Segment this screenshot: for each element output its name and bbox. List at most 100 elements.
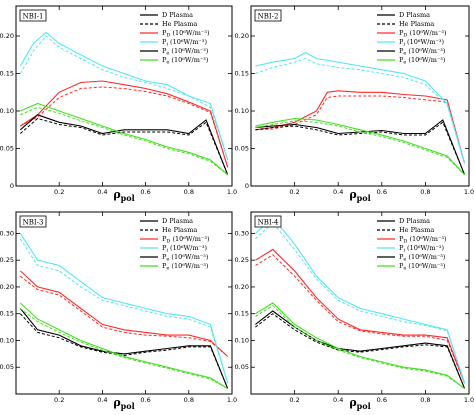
series-line-dashed-4 <box>255 305 465 390</box>
legend-label: Pi (10⁶W/m⁻³) <box>399 244 445 254</box>
y-tick-label: 0.20 <box>235 283 249 291</box>
series-line-dashed-2 <box>19 238 229 384</box>
x-tick-label: 1.0 <box>464 188 474 196</box>
plot-frame <box>250 211 470 395</box>
series-line-solid-4 <box>255 302 465 390</box>
x-tick-label: 0.2 <box>54 396 64 404</box>
y-tick-label: 0.25 <box>235 256 249 264</box>
x-tick-label: 0.6 <box>140 188 150 196</box>
y-tick-label: 0.05 <box>0 145 14 153</box>
series-line-solid-3 <box>255 119 466 176</box>
series-line-solid-1 <box>19 270 229 357</box>
legend-label: Pe (10⁶W/m⁻³) <box>399 47 446 57</box>
y-tick-label: 0.05 <box>235 363 249 371</box>
series-line-solid-1 <box>255 90 466 164</box>
y-tick-label: 0.20 <box>235 32 249 40</box>
y-tick-label: 0.15 <box>235 70 249 78</box>
y-tick-label: 0.05 <box>0 363 14 371</box>
series-line-solid-4 <box>255 117 466 176</box>
x-tick-label: 1.0 <box>464 396 474 404</box>
legend-label: Pe (10⁶W/m⁻³) <box>162 262 209 272</box>
x-tick-label: 0.4 <box>97 188 107 196</box>
x-tick-label: 0.6 <box>140 396 150 404</box>
series-line-dashed-1 <box>255 254 466 384</box>
legend-label: Pe (10⁶W/m⁻³) <box>399 262 446 272</box>
legend-label: D Plasma <box>162 217 193 225</box>
legend-label: He Plasma <box>399 226 434 234</box>
x-axis-label: ρpol <box>113 188 134 203</box>
chart-panel-2: 0.2 0.4 0.6 0.8 1.0 0 0.05 0.10 0.15 0.20 NBI-2 D P… <box>235 5 474 203</box>
legend-label: He Plasma <box>162 20 197 28</box>
x-tick-label: 0.6 <box>377 188 387 196</box>
series-line-dashed-3 <box>255 313 466 389</box>
series-line-dashed-3 <box>255 121 466 175</box>
x-tick-label: 1.0 <box>227 396 237 404</box>
legend-label: D Plasma <box>399 11 430 19</box>
y-tick-label: 0.15 <box>235 310 249 318</box>
legend-label: He Plasma <box>399 20 434 28</box>
chart-panel-4: 0.2 0.4 0.6 0.8 1.0 0.05 0.10 0.15 0.20 0.25 0.30 N… <box>235 211 474 411</box>
legend-box <box>375 216 465 274</box>
legend-label: Pe (10⁶W/m⁻³) <box>162 253 209 263</box>
plot-frame <box>15 211 233 395</box>
y-tick-label: 0.15 <box>0 70 14 78</box>
series-line-solid-3 <box>19 114 229 176</box>
x-axis-label: ρpol <box>349 188 370 203</box>
series-line-dashed-3 <box>19 117 229 175</box>
y-tick-label: 0.30 <box>235 229 249 237</box>
y-tick-label: 0.15 <box>0 310 14 318</box>
x-tick-label: 0.2 <box>289 396 299 404</box>
series-line-dashed-2 <box>255 57 466 164</box>
legend-label: Pi (10⁶W/m⁻³) <box>399 38 445 48</box>
y-tick-label: 0.10 <box>0 336 14 344</box>
series-line-solid-2 <box>19 233 229 384</box>
legend-label: Pe (10⁶W/m⁻³) <box>399 253 446 263</box>
series-line-dashed-4 <box>255 120 465 176</box>
x-tick-label: 0.8 <box>420 396 430 404</box>
x-tick-label: 1.0 <box>227 188 237 196</box>
series-line-dashed-2 <box>255 221 466 384</box>
y-tick-label: 0 <box>10 182 14 190</box>
y-tick-label: 0.25 <box>0 256 14 264</box>
legend-label: Pe (10⁶W/m⁻³) <box>162 56 209 66</box>
y-tick-label: 0.30 <box>0 229 14 237</box>
legend-box <box>138 10 228 68</box>
panel-title: NBI-3 <box>23 219 44 227</box>
legend-label: Pe (10⁶W/m⁻³) <box>162 47 209 57</box>
series-line-solid-1 <box>20 80 229 168</box>
plot-frame <box>250 5 470 187</box>
series-line-solid-1 <box>255 248 466 384</box>
y-tick-label: 0.10 <box>235 107 249 115</box>
series-line-dashed-4 <box>19 308 228 390</box>
legend-label: PD (10⁶W/m⁻³) <box>399 235 447 245</box>
series-line-dashed-4 <box>20 106 229 176</box>
series-line-dashed-3 <box>19 313 229 389</box>
legend-label: He Plasma <box>162 226 197 234</box>
x-tick-label: 0.4 <box>333 396 343 404</box>
legend-label: PD (10⁶W/m⁻³) <box>162 235 210 245</box>
legend-label: Pe (10⁶W/m⁻³) <box>399 56 446 66</box>
legend-box <box>138 216 228 274</box>
x-axis-label: ρpol <box>113 396 134 411</box>
panel-title: NBI-1 <box>23 13 44 21</box>
series-line-solid-2 <box>19 31 229 160</box>
x-tick-label: 0.8 <box>420 188 430 196</box>
x-tick-label: 0.8 <box>184 188 194 196</box>
series-line-solid-4 <box>20 102 229 176</box>
x-tick-label: 0.2 <box>289 188 299 196</box>
panel-title-box <box>19 9 47 22</box>
series-line-dashed-1 <box>19 275 229 357</box>
y-tick-label: 0.20 <box>0 32 14 40</box>
series-line-solid-2 <box>255 51 466 164</box>
panel-title: NBI-2 <box>258 13 279 21</box>
legend-label: D Plasma <box>399 217 430 225</box>
series-line-dashed-1 <box>20 86 229 168</box>
series-line-solid-3 <box>19 308 229 389</box>
y-tick-label: 0.10 <box>0 107 14 115</box>
legend-label: D Plasma <box>162 11 193 19</box>
series-line-solid-2 <box>255 216 466 384</box>
x-tick-label: 0.2 <box>54 188 64 196</box>
panel-title-box <box>19 215 47 228</box>
panel-title-box <box>254 9 282 22</box>
